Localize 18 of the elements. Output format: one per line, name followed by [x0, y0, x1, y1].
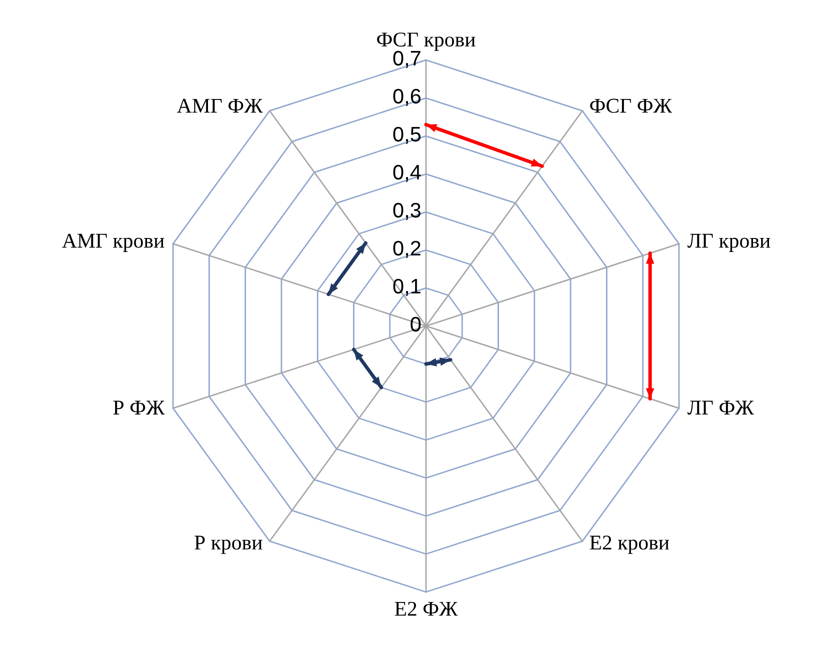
y-tick-label: 0,5 [393, 126, 421, 144]
spoke-label: ФСГ ФЖ [590, 98, 672, 113]
spoke-label: Р ФЖ [113, 400, 165, 414]
spoke-label: Р крови [194, 536, 262, 554]
y-tick-label: 0,1 [393, 278, 420, 296]
spoke-label: АМГ ФЖ [177, 98, 263, 113]
y-tick-label: 0,6 [393, 88, 421, 106]
spoke-label: ФСГ крови [377, 32, 476, 51]
y-tick-label: 0 [410, 316, 421, 332]
y-tick-label: 0,2 [393, 240, 420, 258]
spoke-label: АМГ крови [62, 234, 164, 252]
spoke-label: ЛГ крови [688, 234, 770, 252]
y-tick-label: 0,3 [393, 202, 421, 220]
spoke-label: Е2 ФЖ [394, 602, 458, 616]
spoke-label: ЛГ ФЖ [688, 400, 754, 415]
spoke-label: Е2 крови [590, 536, 670, 554]
y-tick-label: 0,7 [393, 50, 420, 68]
y-tick-label: 0,4 [393, 164, 421, 182]
